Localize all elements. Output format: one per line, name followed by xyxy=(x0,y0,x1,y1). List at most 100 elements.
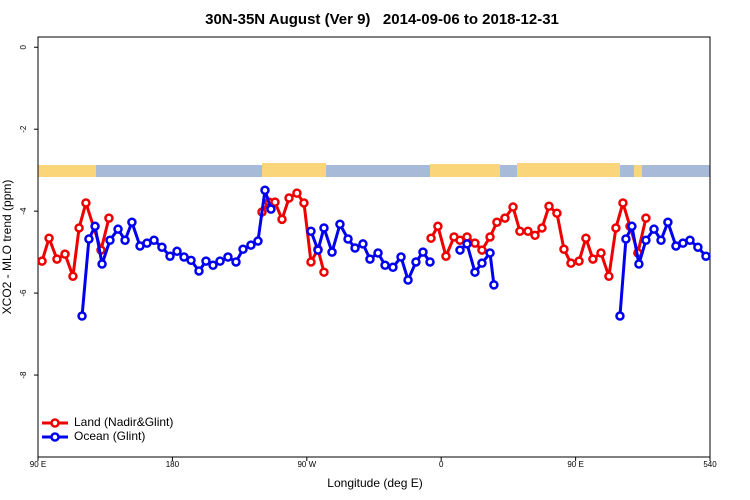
point xyxy=(411,257,421,267)
point xyxy=(373,248,383,258)
point xyxy=(105,235,115,245)
point xyxy=(201,256,211,266)
point xyxy=(335,219,345,230)
point xyxy=(634,259,644,269)
y-tick-label: -4 xyxy=(19,207,28,215)
point xyxy=(693,242,703,252)
point xyxy=(470,238,480,248)
point xyxy=(425,257,435,267)
point xyxy=(618,198,628,208)
point xyxy=(74,223,84,233)
point xyxy=(113,224,123,234)
point xyxy=(426,233,436,243)
point xyxy=(238,244,248,255)
point xyxy=(52,254,62,264)
point xyxy=(246,240,256,250)
point xyxy=(530,230,540,241)
point xyxy=(223,252,233,262)
point xyxy=(186,255,196,266)
point xyxy=(306,257,316,267)
point xyxy=(455,235,465,245)
point xyxy=(641,213,651,223)
point xyxy=(485,232,495,242)
point xyxy=(441,251,451,261)
point xyxy=(596,248,606,258)
y-tick-label: 0 xyxy=(19,44,28,49)
point xyxy=(81,198,91,208)
point xyxy=(523,226,533,236)
point xyxy=(552,208,562,218)
plot-frame xyxy=(37,36,711,458)
point xyxy=(649,224,659,234)
point xyxy=(270,197,280,207)
point xyxy=(566,258,576,268)
land-strip xyxy=(262,163,326,177)
point xyxy=(165,251,175,261)
point xyxy=(104,213,114,223)
point xyxy=(319,267,329,277)
point xyxy=(77,311,87,321)
legend-marker xyxy=(50,432,60,442)
point xyxy=(544,201,554,211)
land-strip xyxy=(634,165,642,177)
point xyxy=(253,236,263,246)
land-strip xyxy=(38,165,96,177)
x-tick-label: 180 xyxy=(166,460,180,469)
point xyxy=(350,243,360,253)
land-strip xyxy=(430,164,500,177)
point xyxy=(313,245,323,255)
point xyxy=(477,258,487,268)
point xyxy=(477,245,487,255)
point xyxy=(277,214,287,225)
x-tick-label: 90 E xyxy=(30,460,46,469)
point xyxy=(208,260,218,270)
point xyxy=(574,256,584,266)
point xyxy=(358,239,368,249)
surface-strip xyxy=(38,163,710,177)
x-tick-label: 90 E xyxy=(567,460,583,469)
land-strip xyxy=(517,163,620,177)
point xyxy=(403,275,413,285)
point xyxy=(485,248,495,258)
x-tick-label: 90 W xyxy=(297,460,316,469)
point xyxy=(537,223,547,233)
point xyxy=(319,223,329,233)
chart-title: 30N-35N August (Ver 9) 2014-09-06 to 201… xyxy=(205,11,559,28)
point xyxy=(627,221,637,232)
x-tick-label: 0 xyxy=(439,460,444,469)
point xyxy=(515,226,525,236)
point xyxy=(489,280,499,290)
point xyxy=(365,254,375,264)
point xyxy=(90,221,100,232)
point xyxy=(380,260,390,270)
point xyxy=(231,257,241,267)
point xyxy=(60,249,70,259)
point xyxy=(396,252,406,262)
point xyxy=(455,245,465,255)
point xyxy=(260,185,270,195)
point xyxy=(685,235,695,245)
point xyxy=(433,221,443,232)
point xyxy=(284,193,294,203)
point xyxy=(84,234,94,244)
y-axis-label: XCO2 - MLO trend (ppm) xyxy=(0,180,14,315)
point xyxy=(127,217,137,227)
point xyxy=(37,256,47,266)
point xyxy=(641,235,651,245)
point xyxy=(611,223,621,233)
point xyxy=(500,213,510,223)
point xyxy=(149,235,159,245)
point xyxy=(194,266,204,276)
point xyxy=(306,226,316,236)
legend-label: Ocean (Glint) xyxy=(74,429,145,443)
point xyxy=(492,217,502,227)
point xyxy=(299,198,309,208)
point xyxy=(588,254,598,264)
point xyxy=(418,247,428,257)
point xyxy=(656,235,666,245)
point xyxy=(663,217,673,227)
point xyxy=(172,246,182,257)
point xyxy=(68,271,78,282)
point xyxy=(581,233,591,243)
